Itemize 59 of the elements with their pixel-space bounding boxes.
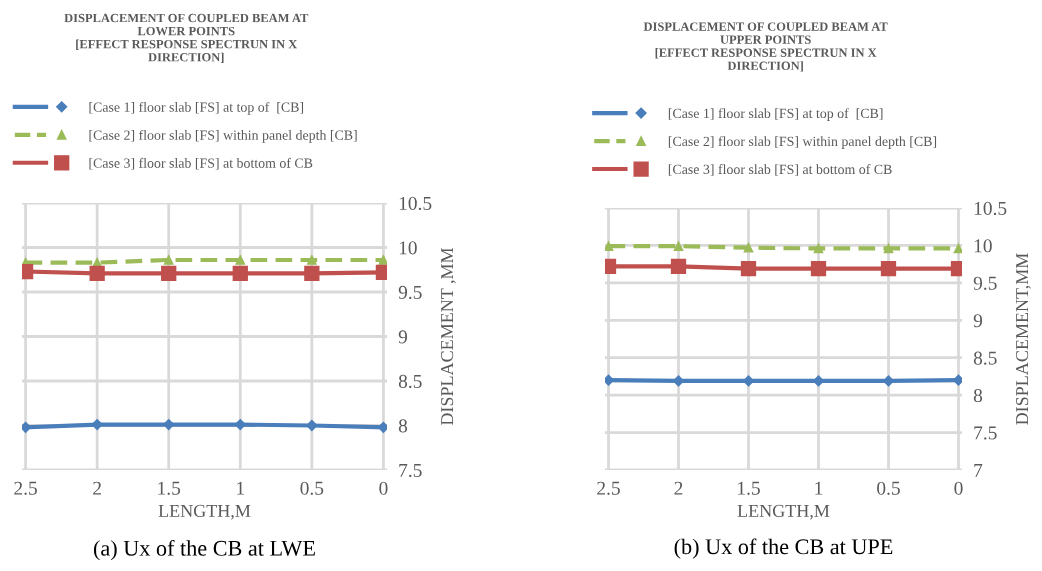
point [953, 243, 962, 254]
legend-label: [Case 1] floor slab [FS] at top of [CB] [668, 108, 883, 121]
y-tick-label: 9.5 [398, 285, 422, 300]
x-tick-label: 2 [93, 481, 101, 495]
x-tick-label: 0.5 [877, 481, 900, 495]
y-tick-label: 10 [974, 239, 992, 253]
x-tick-label: 2.5 [14, 481, 37, 495]
x-tick-label: 0.5 [300, 481, 324, 495]
point [813, 243, 824, 254]
x-tick-label: 1.5 [738, 481, 760, 495]
text: (b) Ux of the CB at UPE [674, 538, 893, 559]
y-tick-label: 9 [398, 330, 408, 344]
legend-label: [Case 1] floor slab [FS] at top of [CB] [89, 101, 304, 115]
point [304, 265, 320, 281]
y-tick-label: 10.5 [399, 196, 432, 211]
legend-label: [Case 3] floor slab [FS] at bottom of CB [668, 164, 892, 176]
y-axis-title: DISPLACEMENT,MM [1016, 253, 1031, 425]
point [232, 265, 248, 281]
y-tick-label: 8 [398, 419, 408, 433]
y-tick-label: 9 [973, 314, 983, 328]
x-axis-title: LENGTH,M [158, 504, 251, 520]
x-axis-title: LENGTH,M [737, 504, 830, 520]
point [743, 242, 754, 253]
x-tick-label: 0 [379, 481, 388, 495]
y-tick-label: 8.5 [973, 351, 997, 365]
point [89, 265, 105, 281]
y-tick-label: 10.5 [974, 201, 1007, 216]
point [378, 255, 387, 265]
y-tick-label: 8 [973, 388, 983, 403]
legend-label: [Case 2] floor slab [FS] within panel depth [CB] [668, 136, 937, 149]
x-tick-label: 1 [815, 481, 823, 495]
point [670, 258, 687, 275]
chart-title: DISPLACEMENT OF COUPLED BEAM AT UPPER POINTS [EFFECT RESPONSE SPECTRUN IN X DIRECTION] [643, 22, 888, 72]
text: (a) Ux of the CB at LWE [93, 539, 315, 561]
point [161, 265, 177, 281]
y-axis-title: DISPLACEMENT ,MM [441, 247, 456, 426]
x-tick-label: 0 [954, 481, 963, 495]
x-tick-label: 2 [674, 481, 683, 495]
y-tick-label: 10 [399, 241, 417, 255]
point [605, 241, 614, 252]
x-tick-label: 2.5 [597, 481, 620, 495]
point [235, 255, 246, 265]
legend-label: [Case 3] floor slab [FS] at bottom of CB [89, 157, 313, 170]
legend-label: [Case 2] floor slab [FS] within panel depth [CB] [89, 129, 357, 143]
point [810, 260, 827, 277]
point [740, 260, 757, 277]
point [883, 243, 894, 254]
y-tick-label: 9.5 [973, 276, 997, 290]
y-tick-label: 7.5 [974, 426, 997, 440]
y-tick-label: 8.5 [398, 374, 422, 389]
y-tick-label: 7 [974, 464, 983, 477]
chart-title: DISPLACEMENT OF COUPLED BEAM AT LOWER POINTS [EFFECT RESPONSE SPECTRUN IN X DIRECTION] [64, 13, 309, 63]
point [880, 260, 897, 277]
x-tick-label: 1 [237, 481, 244, 495]
x-tick-label: 1.5 [158, 481, 181, 495]
y-tick-label: 7.5 [399, 464, 422, 478]
point [673, 241, 684, 252]
point [306, 255, 317, 265]
point [163, 255, 174, 265]
